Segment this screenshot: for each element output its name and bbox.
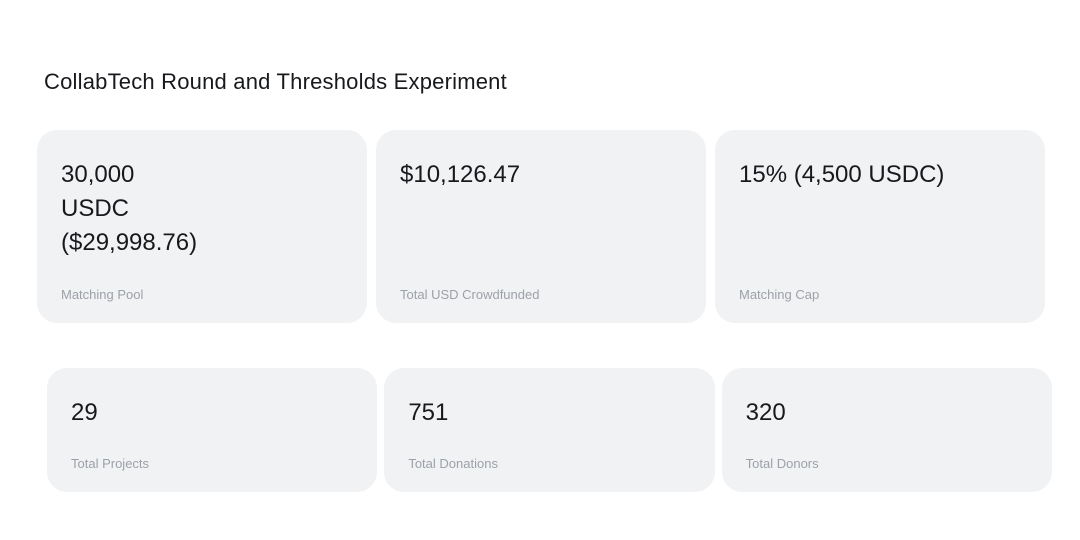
- total-donations-value: 751: [408, 399, 449, 426]
- page-title: CollabTech Round and Thresholds Experime…: [44, 68, 507, 94]
- matching-cap-label: Matching Cap: [739, 287, 820, 302]
- stat-card-matching-cap: 15% (4,500 USDC) Matching Cap: [715, 130, 1045, 323]
- matching-pool-value: 30,000 USDC ($29,998.76): [61, 161, 198, 256]
- stat-card-total-projects: 29 Total Projects: [47, 368, 378, 492]
- matching-pool-label: Matching Pool: [61, 287, 144, 302]
- stat-card-total-usd-crowdfunded: $10,126.47 Total USD Crowdfunded: [376, 130, 706, 323]
- stat-card-total-donations: 751 Total Donations: [384, 368, 715, 492]
- total-usd-crowdfunded-value: $10,126.47: [400, 161, 521, 188]
- total-projects-value: 29: [71, 399, 98, 426]
- stats-row-primary: 30,000 USDC ($29,998.76) Matching Pool $…: [37, 130, 1045, 323]
- matching-cap-value: 15% (4,500 USDC): [739, 161, 945, 188]
- total-usd-crowdfunded-label: Total USD Crowdfunded: [400, 287, 540, 302]
- stats-row-secondary: 29 Total Projects 751 Total Donations 32…: [47, 368, 1052, 492]
- stat-card-matching-pool: 30,000 USDC ($29,998.76) Matching Pool: [37, 130, 367, 323]
- total-projects-label: Total Projects: [71, 456, 150, 471]
- stat-card-total-donors: 320 Total Donors: [721, 368, 1052, 492]
- total-donors-label: Total Donors: [745, 456, 819, 471]
- total-donations-label: Total Donations: [408, 456, 498, 471]
- total-donors-value: 320: [745, 399, 786, 426]
